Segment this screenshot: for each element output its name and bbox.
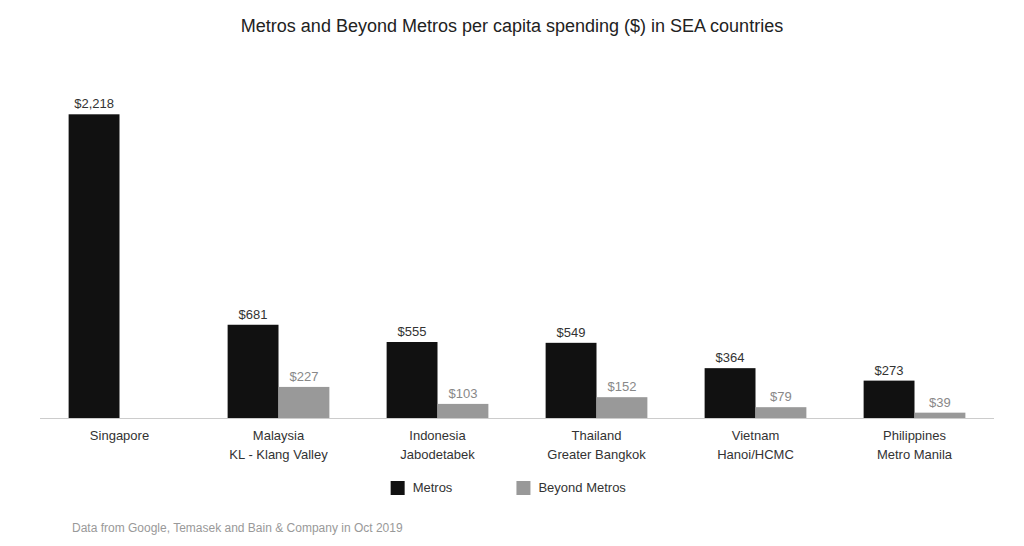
legend-swatch bbox=[516, 481, 530, 495]
x-tick-label: IndonesiaJabodetabek bbox=[400, 428, 475, 462]
bar bbox=[69, 114, 120, 418]
title: Metros and Beyond Metros per capita spen… bbox=[241, 16, 783, 36]
background bbox=[0, 0, 1024, 546]
footnote: Data from Google, Temasek and Bain & Com… bbox=[72, 521, 403, 535]
data-labels: $2,218 $681 $555 $549 $364 $273 $227 $103 $152 $7… bbox=[74, 96, 951, 409]
data-label: $364 bbox=[716, 350, 745, 365]
bar bbox=[597, 397, 648, 418]
bar bbox=[279, 387, 330, 418]
bar bbox=[756, 407, 807, 418]
data-label: $103 bbox=[448, 386, 477, 401]
data-label: $39 bbox=[929, 395, 951, 410]
baseline bbox=[40, 418, 994, 419]
data-label: $273 bbox=[875, 363, 904, 378]
legend: Metros Beyond Metros bbox=[391, 480, 627, 495]
data-label: $549 bbox=[557, 325, 586, 340]
data-label: $152 bbox=[607, 379, 636, 394]
bar bbox=[864, 381, 915, 418]
bars bbox=[69, 114, 966, 418]
x-tick-label: MalaysiaKL - Klang Valley bbox=[229, 428, 328, 462]
x-axis: Singapore MalaysiaKL - Klang Valley Indone… bbox=[90, 428, 953, 462]
data-label: $2,218 bbox=[74, 96, 114, 111]
data-label: $681 bbox=[239, 307, 268, 322]
legend-label: Beyond Metros bbox=[538, 480, 626, 495]
x-tick-label: ThailandGreater Bangkok bbox=[547, 428, 646, 462]
x-tick-label: VietnamHanoi/HCMC bbox=[717, 428, 794, 462]
data-label: $227 bbox=[289, 369, 318, 384]
data-label: $555 bbox=[398, 324, 427, 339]
legend-swatch bbox=[391, 481, 405, 495]
chart-container: Metros and Beyond Metros per capita spen… bbox=[0, 0, 1024, 546]
bar bbox=[228, 325, 279, 418]
legend-label: Metros bbox=[413, 480, 453, 495]
bar bbox=[546, 343, 597, 418]
bar bbox=[438, 404, 489, 418]
bar bbox=[387, 342, 438, 418]
data-label: $79 bbox=[770, 389, 792, 404]
bar bbox=[705, 368, 756, 418]
x-tick-label: PhilippinesMetro Manila bbox=[877, 428, 953, 462]
x-tick-label: Singapore bbox=[90, 428, 149, 443]
chart: Metros and Beyond Metros per capita spen… bbox=[0, 0, 1024, 546]
bar bbox=[915, 413, 966, 418]
